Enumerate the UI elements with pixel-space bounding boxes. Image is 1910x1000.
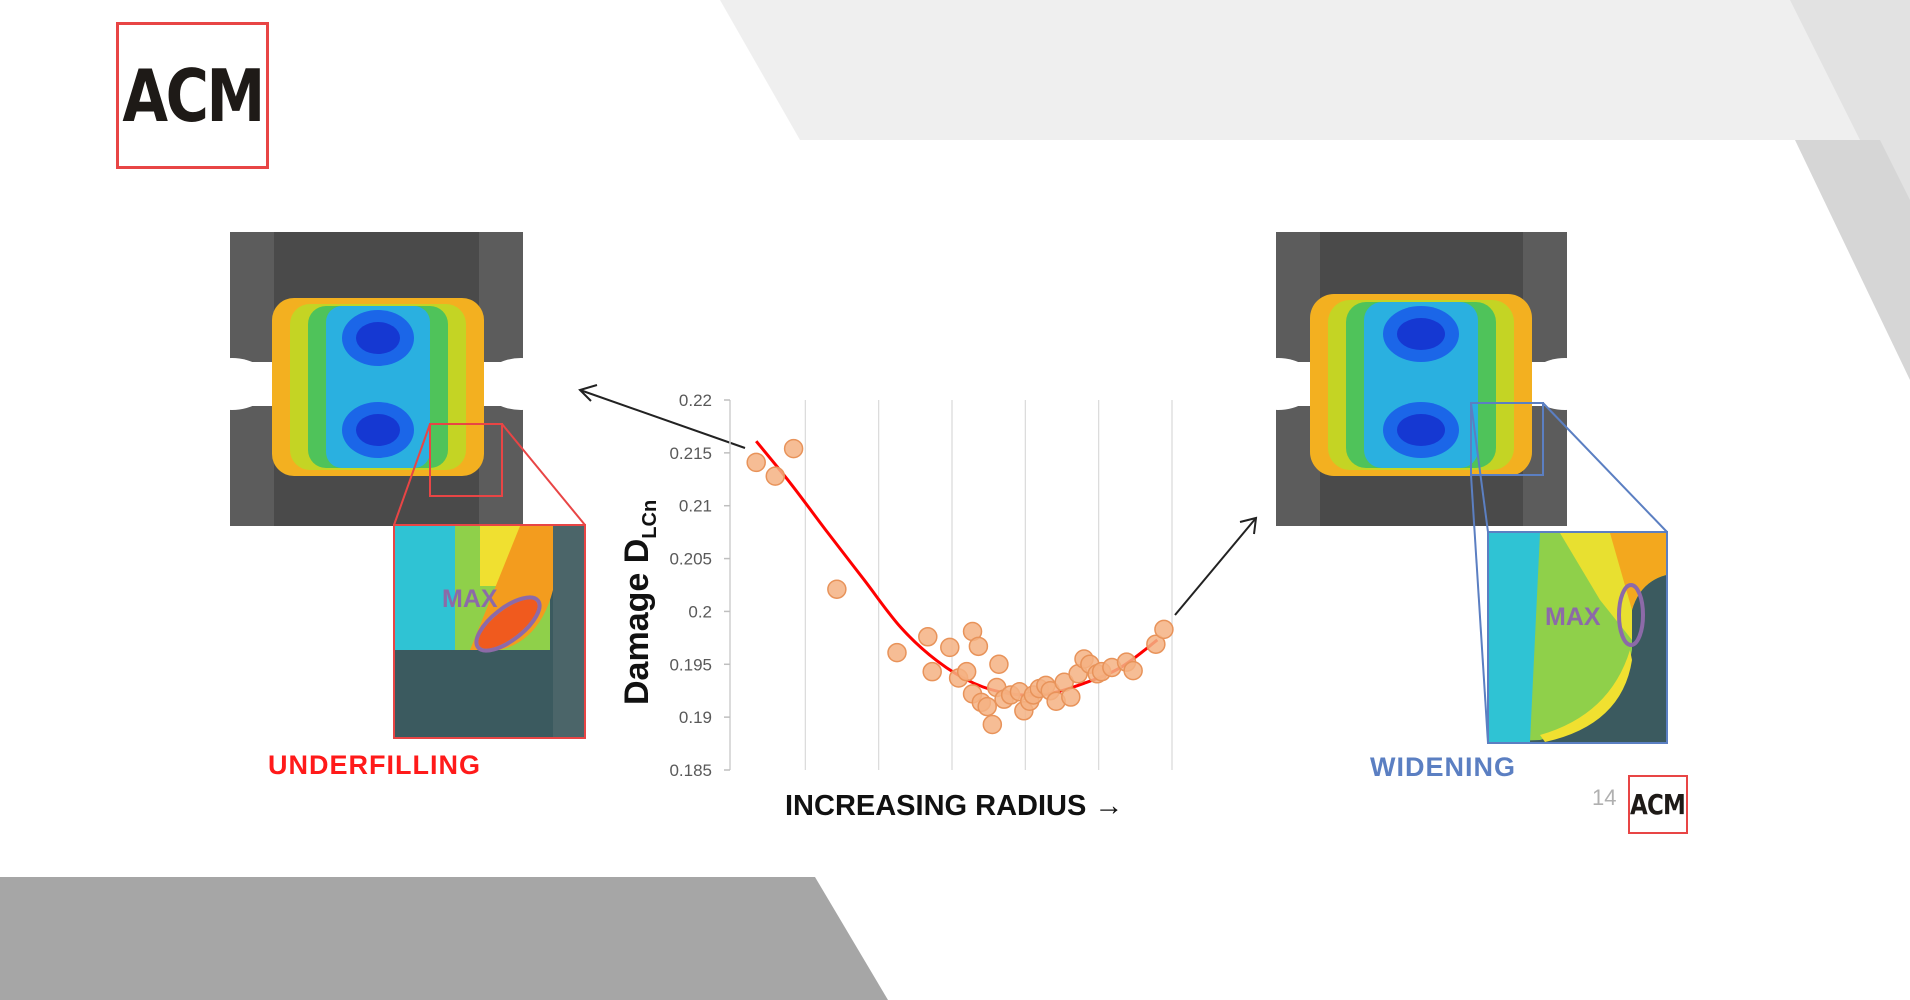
widening-simulation-image	[1240, 232, 1603, 526]
widening-zoom-box	[1470, 402, 1668, 744]
data-point	[940, 637, 960, 658]
acm-logo: ACM	[116, 22, 269, 169]
page-number: 14	[1592, 785, 1617, 810]
data-point	[887, 642, 907, 663]
acm-logo-small-text: ACM	[1630, 788, 1686, 821]
max-label-left: MAX	[442, 585, 498, 613]
data-point	[956, 661, 977, 682]
y-tick-label: 0.195	[669, 655, 712, 674]
data-point	[968, 636, 989, 657]
y-tick-label: 0.205	[669, 550, 712, 569]
data-points	[746, 438, 1174, 735]
max-ellipse-right	[1617, 583, 1645, 647]
data-point	[765, 466, 786, 486]
y-tick-label: 0.19	[679, 708, 712, 727]
chart-y-axis-label: Damage DLCn	[618, 500, 662, 705]
y-axis-label-main: Damage D	[618, 538, 656, 705]
chart-x-axis-label: INCREASING RADIUS →	[785, 790, 1124, 822]
data-point	[1061, 687, 1081, 707]
data-point	[827, 579, 847, 599]
data-point	[746, 452, 766, 473]
y-tick-label: 0.185	[669, 761, 712, 780]
data-point	[977, 696, 997, 717]
widening-caption: WIDENING	[1370, 752, 1516, 782]
y-tick-label: 0.2	[688, 602, 712, 621]
acm-logo-text: ACM	[122, 53, 265, 138]
y-tick-label: 0.22	[679, 391, 712, 410]
data-point	[783, 438, 804, 459]
right-edge-accent	[1795, 140, 1910, 380]
data-point	[1154, 619, 1174, 640]
arrow-to-left-image	[578, 384, 746, 449]
max-ellipse-left	[474, 595, 542, 653]
bottom-banner-shape	[0, 877, 888, 1000]
underfilling-zoom-box	[393, 423, 586, 739]
data-point	[1123, 660, 1143, 681]
data-point	[1146, 634, 1166, 654]
data-point	[922, 661, 942, 682]
data-point	[989, 654, 1009, 675]
max-label-right: MAX	[1545, 603, 1601, 631]
acm-logo-small: ACM	[1628, 775, 1688, 834]
y-axis-ticks: 0.22 0.215 0.21 0.205 0.2 0.195 0.19 0.185	[669, 391, 730, 780]
underfilling-caption: UNDERFILLING	[268, 750, 481, 780]
data-point	[982, 714, 1003, 735]
top-banner-shape	[720, 0, 1910, 140]
fit-curve	[755, 440, 1159, 697]
y-tick-label: 0.215	[669, 444, 712, 463]
data-point	[918, 627, 938, 647]
arrow-to-right-image	[1174, 516, 1258, 616]
y-tick-label: 0.21	[679, 497, 712, 516]
y-axis-label-subscript: LCn	[638, 499, 661, 539]
